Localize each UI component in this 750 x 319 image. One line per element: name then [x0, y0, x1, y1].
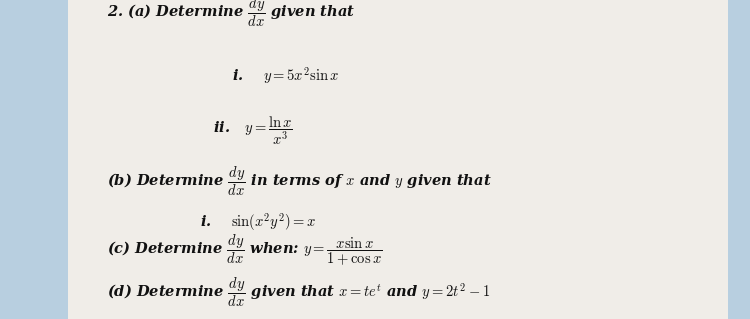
- Text: ii.   $y = \dfrac{\ln x}{x^3}$: ii. $y = \dfrac{\ln x}{x^3}$: [213, 114, 292, 147]
- Text: (c) Determine $\dfrac{dy}{dx}$ when: $y = \dfrac{x\sin x}{1+\cos x}$: (c) Determine $\dfrac{dy}{dx}$ when: $y …: [107, 233, 382, 268]
- Text: i.    $y = 5x^2 \sin x$: i. $y = 5x^2 \sin x$: [232, 65, 340, 86]
- Text: (d) Determine $\dfrac{dy}{dx}$ given that $x = te^{t}$ and $y = 2t^2 - 1$: (d) Determine $\dfrac{dy}{dx}$ given tha…: [107, 276, 490, 309]
- Text: i.    $\sin(x^2 y^2) = x$: i. $\sin(x^2 y^2) = x$: [200, 211, 316, 233]
- Text: 2. (a) Determine $\dfrac{dy}{dx}$ given that: 2. (a) Determine $\dfrac{dy}{dx}$ given …: [107, 0, 355, 29]
- Text: (b) Determine $\dfrac{dy}{dx}$ in terms of $x$ and $y$ given that: (b) Determine $\dfrac{dy}{dx}$ in terms …: [107, 164, 492, 198]
